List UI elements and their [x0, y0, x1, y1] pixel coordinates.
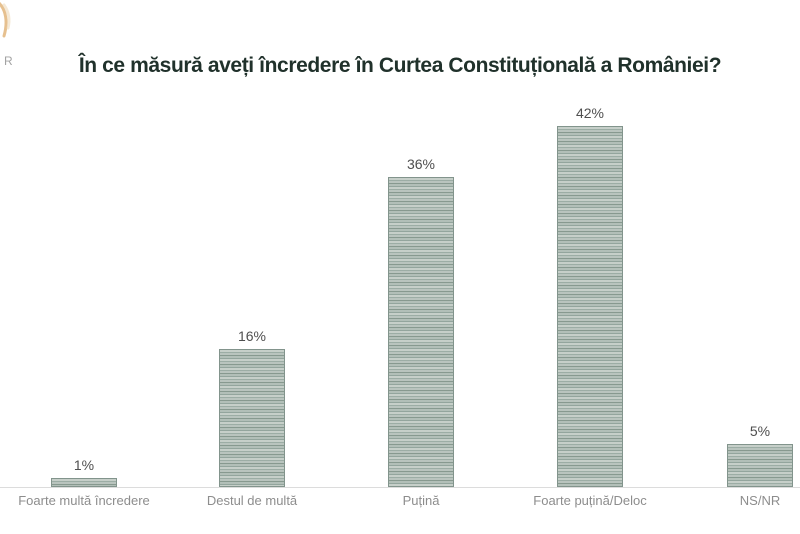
- bar-destul-de-multa: [219, 349, 285, 487]
- logo-fragment: R: [0, 0, 40, 80]
- bar-value-label: 42%: [575, 105, 605, 121]
- category-label-ns-nr: NS/NR: [739, 493, 781, 508]
- bar-group-putina: 36%: [388, 156, 454, 487]
- chart-title: În ce măsură aveți încredere în Curtea C…: [78, 54, 722, 77]
- bar-ns-nr: [727, 444, 793, 487]
- category-label-destul-de-multa: Destul de multă: [206, 493, 298, 508]
- bar-foarte-putina-deloc: [557, 126, 623, 487]
- x-axis-line: [0, 487, 800, 488]
- bar-group-foarte-putina-deloc: 42%: [557, 105, 623, 487]
- bar-foarte-multa-incredere: [51, 478, 117, 487]
- bar-putina: [388, 177, 454, 487]
- bar-group-destul-de-multa: 16%: [219, 328, 285, 487]
- category-label-foarte-multa-incredere: Foarte multă încredere: [18, 493, 150, 508]
- bar-value-label: 16%: [237, 328, 267, 344]
- category-label-putina: Puțină: [402, 493, 440, 508]
- bar-group-foarte-multa-incredere: 1%: [51, 457, 117, 487]
- logo-mark-icon: [0, 2, 11, 38]
- bar-value-label: 5%: [749, 423, 771, 439]
- bar-value-label: 36%: [406, 156, 436, 172]
- bar-value-label: 1%: [73, 457, 95, 473]
- bar-group-ns-nr: 5%: [727, 423, 793, 487]
- category-label-foarte-putina-deloc: Foarte puțină/Deloc: [533, 493, 647, 508]
- logo-letter: R: [4, 54, 14, 68]
